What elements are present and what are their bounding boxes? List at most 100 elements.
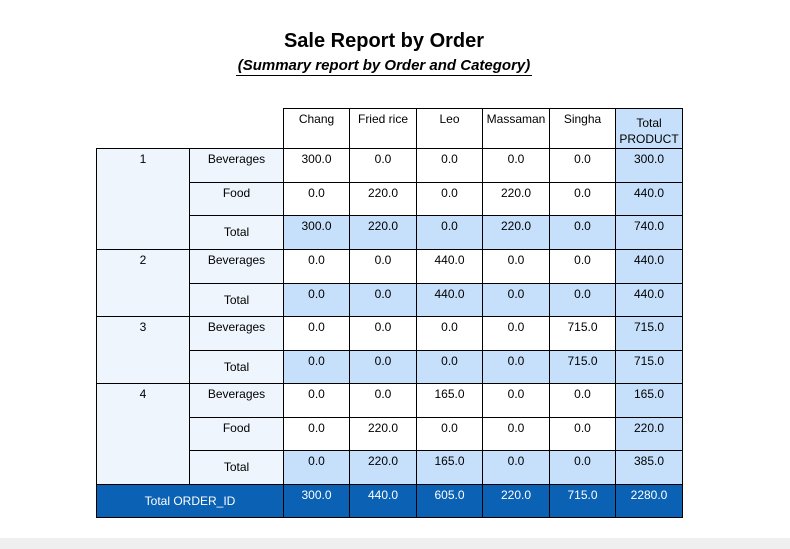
subtotal-label: Total (189, 450, 284, 485)
subtotal-label: Total (189, 350, 284, 384)
value-cell: 0.0 (482, 417, 550, 451)
value-cell: 0.0 (349, 350, 417, 384)
value-cell: 165.0 (416, 450, 483, 485)
grand-total-cell: 715.0 (549, 484, 616, 518)
order-id-cell: 1 (96, 148, 190, 250)
value-cell: 0.0 (482, 249, 550, 284)
value-cell: 0.0 (283, 182, 350, 216)
category-cell: Food (189, 182, 284, 216)
value-cell: 0.0 (349, 316, 417, 351)
value-cell: 0.0 (416, 350, 483, 384)
category-cell: Beverages (189, 148, 284, 183)
grand-total-cell: 220.0 (482, 484, 550, 518)
column-header: Total PRODUCT (615, 108, 683, 149)
table-row: Total 0.0 220.0 165.0 0.0 0.0 385.0 (97, 450, 683, 485)
value-cell: 220.0 (349, 450, 417, 485)
value-cell: 0.0 (416, 182, 483, 216)
value-cell: 0.0 (482, 316, 550, 351)
order-id-cell: 3 (96, 316, 190, 384)
value-cell: 0.0 (549, 249, 616, 284)
corner-blank (97, 109, 190, 149)
value-cell: 0.0 (349, 283, 417, 317)
value-cell: 0.0 (549, 182, 616, 216)
column-header-row: Chang Fried rice Leo Massaman Singha Total PR… (97, 108, 683, 149)
grand-total-cell: 605.0 (416, 484, 483, 518)
table-row: 2 Beverages 0.0 0.0 440.0 0.0 0.0 440.0 (96, 249, 683, 317)
table-row: 4 Beverages 0.0 0.0 165.0 0.0 0.0 165.0 (96, 383, 683, 485)
row-total-cell: 165.0 (615, 383, 683, 418)
value-cell: 715.0 (549, 350, 616, 384)
value-cell: 0.0 (482, 283, 550, 317)
report-subtitle: (Summary report by Order and Category) (0, 57, 768, 76)
value-cell: 0.0 (416, 417, 483, 451)
corner-blank (190, 109, 284, 149)
category-cell: Beverages (189, 249, 284, 284)
category-cell: Food (189, 417, 284, 451)
table-row: 1 Beverages 300.0 0.0 0.0 0.0 0.0 300.0 (96, 148, 683, 250)
row-total-cell: 715.0 (615, 350, 683, 384)
value-cell: 0.0 (549, 215, 616, 250)
value-cell: 0.0 (416, 316, 483, 351)
row-total-cell: 715.0 (615, 316, 683, 351)
value-cell: 0.0 (549, 417, 616, 451)
column-header: Massaman (482, 108, 550, 149)
column-header: Chang (283, 108, 350, 149)
value-cell: 0.0 (283, 249, 350, 284)
value-cell: 0.0 (283, 350, 350, 384)
grand-total-cell: 440.0 (349, 484, 417, 518)
row-total-cell: 740.0 (615, 215, 683, 250)
row-total-cell: 440.0 (615, 283, 683, 317)
value-cell: 300.0 (283, 148, 350, 183)
value-cell: 220.0 (482, 182, 550, 216)
category-cell: Beverages (189, 383, 284, 418)
value-cell: 440.0 (416, 283, 483, 317)
subtotal-label: Total (189, 215, 284, 250)
value-cell: 0.0 (283, 417, 350, 451)
value-cell: 0.0 (349, 383, 417, 418)
grand-total-cell: 300.0 (283, 484, 350, 518)
row-total-cell: 385.0 (615, 450, 683, 485)
value-cell: 0.0 (482, 350, 550, 384)
value-cell: 300.0 (283, 215, 350, 250)
value-cell: 0.0 (482, 148, 550, 183)
value-cell: 0.0 (349, 249, 417, 284)
category-cell: Beverages (189, 316, 284, 351)
report-subtitle-text: (Summary report by Order and Category) (235, 57, 533, 76)
grand-total-label: Total ORDER_ID (96, 484, 284, 518)
value-cell: 0.0 (416, 148, 483, 183)
grand-total-row: Total ORDER_ID 300.0 440.0 605.0 220.0 715.0 2… (96, 484, 683, 518)
table-row: 3 Beverages 0.0 0.0 0.0 0.0 715.0 715.0 (96, 316, 683, 384)
value-cell: 0.0 (549, 283, 616, 317)
value-cell: 0.0 (283, 383, 350, 418)
value-cell: 0.0 (283, 450, 350, 485)
report-title: Sale Report by Order (283, 30, 485, 52)
grand-total-cell: 2280.0 (615, 484, 683, 518)
table-row: Total 0.0 0.0 0.0 0.0 715.0 715.0 (97, 350, 683, 384)
value-cell: 220.0 (349, 182, 417, 216)
value-cell: 165.0 (416, 383, 483, 418)
value-cell: 0.0 (283, 316, 350, 351)
table-row: Food 0.0 220.0 0.0 220.0 0.0 440.0 (97, 182, 683, 216)
value-cell: 0.0 (549, 148, 616, 183)
column-header: Singha (549, 108, 616, 149)
value-cell: 0.0 (416, 215, 483, 250)
order-id-cell: 2 (96, 249, 190, 317)
value-cell: 0.0 (482, 383, 550, 418)
value-cell: 220.0 (482, 215, 550, 250)
row-total-cell: 440.0 (615, 182, 683, 216)
value-cell: 220.0 (349, 417, 417, 451)
crosstab-table: Chang Fried rice Leo Massaman Singha Total PR… (96, 108, 683, 518)
value-cell: 0.0 (482, 450, 550, 485)
value-cell: 0.0 (349, 148, 417, 183)
value-cell: 0.0 (549, 450, 616, 485)
column-header: Leo (416, 108, 483, 149)
status-bar (0, 538, 790, 549)
value-cell: 0.0 (283, 283, 350, 317)
order-id-cell: 4 (96, 383, 190, 485)
value-cell: 715.0 (549, 316, 616, 351)
subtotal-label: Total (189, 283, 284, 317)
value-cell: 0.0 (549, 383, 616, 418)
value-cell: 220.0 (349, 215, 417, 250)
table-row: Total 300.0 220.0 0.0 220.0 0.0 740.0 (97, 215, 683, 250)
column-header: Fried rice (349, 108, 417, 149)
